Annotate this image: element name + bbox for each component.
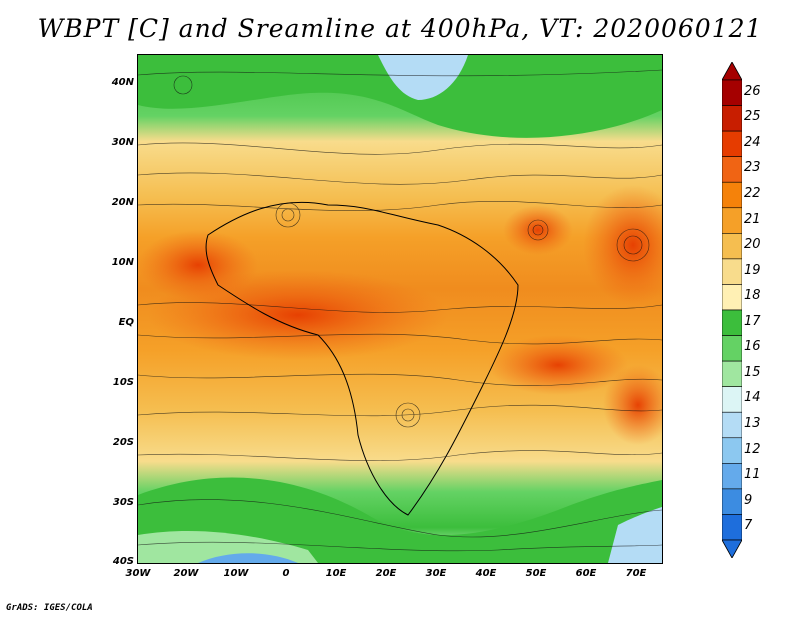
lon-label-20w: 20W — [173, 568, 199, 579]
colorbar-segment — [722, 105, 742, 132]
lat-label-30s: 30S — [112, 497, 134, 508]
colorbar-bottom-arrow — [722, 539, 742, 558]
credit-label: GrADS: IGES/COLA — [6, 603, 93, 613]
colorbar-segment — [722, 181, 742, 209]
colorbar-label: 19 — [744, 262, 761, 278]
colorbar-label: 20 — [744, 237, 761, 253]
lat-label-40n: 40N — [111, 77, 134, 88]
lat-label-20n: 20N — [111, 197, 134, 208]
colorbar-label: 12 — [744, 441, 761, 457]
colorbar-label: 9 — [744, 492, 753, 508]
colorbar-label: 15 — [744, 364, 761, 380]
colorbar-segment — [722, 207, 742, 234]
colorbar-segment — [722, 284, 742, 311]
lon-label-70e: 70E — [625, 568, 647, 579]
lat-label-20s: 20S — [112, 437, 134, 448]
colorbar-label: 24 — [744, 134, 761, 150]
colorbar-segment — [722, 386, 742, 413]
colorbar-label: 16 — [744, 339, 761, 355]
lat-label-30n: 30N — [111, 137, 134, 148]
lon-label-20e: 20E — [375, 568, 397, 579]
lon-label-30e: 30E — [425, 568, 447, 579]
colorbar-segment — [722, 79, 742, 106]
colorbar-label: 7 — [744, 518, 753, 534]
colorbar-segment — [722, 130, 742, 157]
lat-label-eq: EQ — [118, 317, 134, 328]
lat-label-10n: 10N — [111, 257, 134, 268]
lon-label-40e: 40E — [475, 568, 497, 579]
map-panel — [137, 54, 663, 564]
colorbar-label: 23 — [744, 160, 761, 176]
colorbar-top-arrow — [722, 62, 742, 81]
colorbar-label: 26 — [744, 83, 761, 99]
colorbar-label: 17 — [744, 313, 761, 329]
lon-label-60e: 60E — [575, 568, 597, 579]
colorbar-label: 13 — [744, 416, 761, 431]
colorbar-segment — [722, 411, 742, 439]
lon-label-50e: 50E — [525, 568, 547, 579]
colorbar-segment — [722, 437, 742, 464]
colorbar-label: 18 — [744, 288, 761, 304]
colorbar-label: 21 — [744, 211, 761, 227]
colorbar-segment — [722, 258, 742, 285]
colorbar — [722, 62, 742, 558]
colorbar-segment — [722, 335, 742, 362]
colorbar-segment — [722, 463, 742, 490]
colorbar-label: 14 — [744, 390, 761, 406]
lon-label-30w: 30W — [125, 568, 151, 579]
colorbar-label: 22 — [744, 186, 761, 201]
lat-label-10s: 10S — [112, 377, 134, 388]
colorbar-segment — [722, 156, 742, 183]
colorbar-segment — [722, 309, 742, 336]
lon-label-10w: 10W — [223, 568, 249, 579]
colorbar-segment — [722, 360, 742, 387]
colorbar-label: 11 — [744, 467, 761, 483]
lon-label-10e: 10E — [325, 568, 347, 579]
colorbar-segment — [722, 233, 742, 260]
colorbar-segment — [722, 488, 742, 515]
colorbar-segment — [722, 514, 742, 541]
colorbar-label: 25 — [744, 109, 761, 125]
lat-label-40s: 40S — [112, 556, 134, 567]
map-field — [138, 55, 662, 563]
map-title: WBPT [C] and Sreamline at 400hPa, VT: 20… — [37, 14, 763, 43]
lon-label-0: 0 — [282, 568, 290, 579]
